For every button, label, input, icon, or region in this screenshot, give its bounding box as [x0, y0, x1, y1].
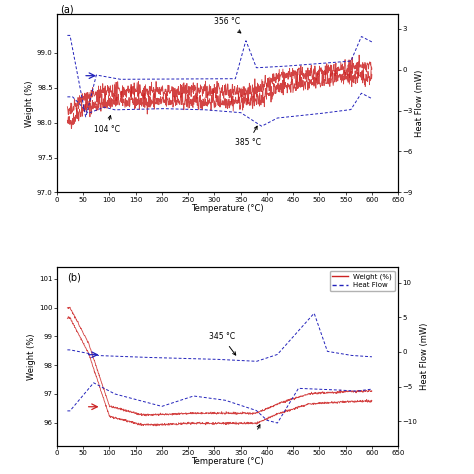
- X-axis label: Temperature (°C): Temperature (°C): [191, 204, 264, 213]
- Legend: Weight (%), Heat Flow: Weight (%), Heat Flow: [329, 271, 395, 291]
- Text: (b): (b): [67, 273, 81, 283]
- Y-axis label: Heat Flow (mW): Heat Flow (mW): [416, 70, 425, 137]
- X-axis label: Temperature (°C): Temperature (°C): [191, 457, 264, 466]
- Text: 345 °C: 345 °C: [209, 332, 236, 355]
- Text: 356 °C: 356 °C: [214, 18, 241, 33]
- Text: 104 °C: 104 °C: [94, 116, 119, 134]
- Text: (a): (a): [60, 4, 74, 14]
- Text: 385 °C: 385 °C: [236, 126, 261, 146]
- Y-axis label: Weight (%): Weight (%): [25, 80, 34, 127]
- Y-axis label: Weight (%): Weight (%): [27, 333, 36, 380]
- Y-axis label: Heat Flow (mW): Heat Flow (mW): [420, 323, 429, 390]
